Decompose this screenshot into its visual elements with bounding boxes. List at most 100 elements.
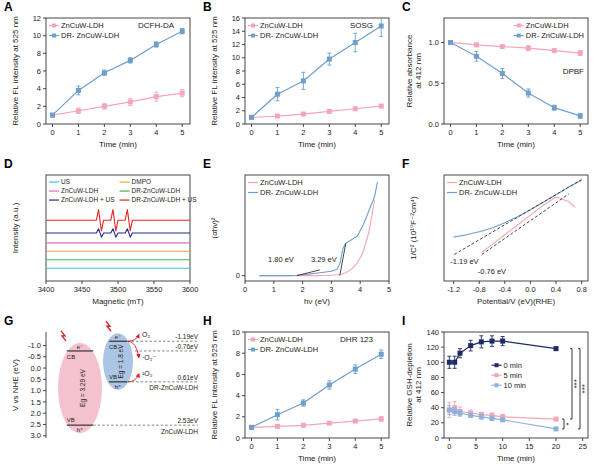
data-point: [249, 425, 254, 430]
error-bar: [554, 347, 558, 350]
plot-data: [259, 182, 377, 275]
error-bar: [474, 43, 478, 46]
error-bar: [474, 51, 478, 61]
legend-item: ZnCuW-LDH: [248, 21, 303, 30]
legend-swatch: [120, 199, 130, 200]
error-bar: [447, 402, 451, 417]
data-point: [526, 91, 531, 96]
series-line: [251, 26, 381, 117]
series-line: [46, 229, 190, 237]
x-tick: [355, 438, 356, 441]
legend-item: DR- ZnCuW-LDH: [248, 345, 318, 354]
y-tick: [441, 438, 444, 439]
error-bar: [379, 417, 383, 421]
y-tick: [43, 435, 46, 436]
error-bar: [458, 410, 462, 416]
data-point: [578, 113, 583, 118]
series-line: [251, 106, 381, 117]
x-tick-label: 3: [128, 128, 132, 137]
x-tick: [476, 124, 477, 127]
plot-frame: [245, 332, 389, 438]
error-bar: [301, 400, 305, 406]
y-tick: [242, 374, 245, 375]
error-bar: [453, 408, 457, 416]
plot-data: [50, 29, 185, 118]
data-point: [128, 58, 133, 63]
error-bar: [479, 336, 483, 348]
series-line: [259, 182, 377, 275]
legend-label: DR-ZnCuW-LDH: [132, 187, 181, 194]
plot-frame: [245, 175, 389, 281]
chart-title: DHR 123: [340, 335, 373, 344]
y-tick-label: 14: [232, 27, 240, 36]
legend-marker: [517, 34, 521, 38]
fit-line: [482, 194, 569, 255]
legend-label: 5 min: [504, 371, 522, 380]
error-bar: [501, 418, 505, 421]
level-label: 0.61eV: [177, 374, 198, 381]
y-tick: [43, 124, 46, 125]
chart-title: DCFH-DA: [138, 21, 175, 30]
error-bar: [379, 18, 383, 37]
error-bar: [353, 33, 357, 52]
legend-swatch: [120, 190, 130, 191]
y-tick-label: -1.0: [28, 341, 41, 350]
y-axis-title: Relative FL intensity at 525 nm: [210, 16, 219, 126]
legend-marker: [251, 338, 255, 342]
data-point: [327, 57, 332, 62]
x-tick-label: 3550: [146, 285, 163, 294]
y-tick-label: 60: [431, 388, 439, 397]
data-point: [301, 112, 306, 117]
y-tick-label: 0: [435, 434, 439, 443]
error-bar: [447, 356, 451, 368]
x-tick: [502, 438, 503, 441]
y-tick-label: 0: [37, 120, 41, 129]
x-tick: [118, 281, 119, 284]
x-tick: [277, 124, 278, 127]
legend-item: ZnCuW-LDH: [248, 335, 303, 344]
error-bar: [500, 45, 504, 48]
x-tick-label: 0.8: [576, 285, 586, 294]
data-point: [249, 115, 254, 120]
y-axis-title-line: Intensity (a.u.): [11, 202, 20, 253]
series-line: [450, 42, 580, 115]
band-gap-label: Eg = 3.29 eV: [79, 368, 87, 406]
panel-letter: I: [402, 314, 405, 328]
x-tick-label: 5: [387, 285, 391, 294]
y-tick: [43, 368, 46, 369]
band-ellipse: [58, 343, 102, 433]
y-tick-label: 0.5: [31, 375, 41, 384]
y-tick: [441, 422, 444, 423]
vb-label: VB: [109, 374, 117, 380]
legend-item: DR-ZnCuW-LDH: [120, 187, 181, 194]
data-point: [448, 40, 453, 45]
error-bar: [501, 337, 505, 346]
data-point: [76, 88, 81, 93]
band-ellipse: [103, 333, 133, 390]
x-tick: [303, 124, 304, 127]
x-tick: [182, 124, 183, 127]
error-bar: [469, 413, 473, 418]
x-tick: [251, 124, 252, 127]
plot-frame: [46, 175, 190, 281]
y-tick-label: -0.5: [28, 352, 41, 361]
species-label: O₂: [142, 331, 150, 338]
x-tick-label: 5: [578, 128, 582, 137]
legend-item: DR- ZnCuW-LDH: [49, 31, 119, 40]
y-tick: [43, 88, 46, 89]
error-bar: [458, 407, 462, 416]
legend-label: ZnCuW-LDH: [260, 178, 303, 187]
data-point: [458, 351, 463, 356]
plot-data: [249, 18, 384, 120]
legend-marker: [52, 24, 56, 28]
error-bar: [76, 108, 80, 113]
y-tick-label: 2.0: [31, 409, 41, 418]
annotation: -1.19 eV: [450, 257, 478, 266]
panel-letter: C: [402, 0, 411, 14]
x-tick: [450, 124, 451, 127]
x-tick-label: 0: [448, 128, 452, 137]
x-tick: [449, 438, 450, 441]
x-axis-title: Time (min): [497, 140, 535, 149]
data-point: [327, 383, 332, 388]
data-point: [379, 23, 384, 28]
